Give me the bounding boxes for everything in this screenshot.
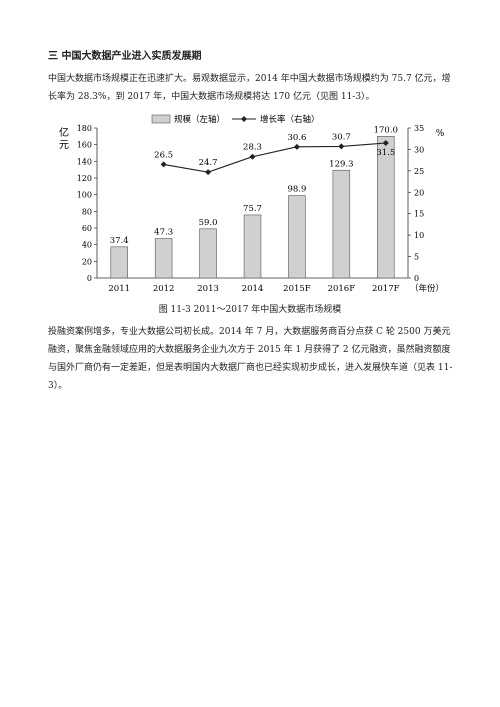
left-axis-label-char: 元 — [59, 140, 69, 151]
x-tick-label: 2017F — [372, 284, 400, 294]
bar-value-label: 98.9 — [287, 185, 306, 195]
market-size-chart: 0 20 40 60 80 100 120 140 160 180 0 5 10 15 20 25 30 35 亿元… — [59, 114, 445, 294]
left-tick-label: 100 — [77, 191, 92, 200]
right-tick-label: 25 — [414, 167, 424, 176]
left-tick-label: 0 — [87, 274, 92, 283]
x-tick-label: 2011 — [108, 284, 130, 294]
right-tick-label: 35 — [414, 124, 424, 133]
bar-value-label: 37.4 — [110, 236, 129, 246]
right-tick-label: 20 — [414, 188, 424, 197]
right-tick-label: 10 — [414, 231, 424, 240]
legend-line-label: 增长率（右轴） — [260, 114, 320, 125]
right-tick-label: 30 — [414, 145, 424, 154]
growth-rate-marker — [205, 169, 212, 176]
growth-rate-marker — [382, 140, 389, 146]
bar-2016F — [332, 169, 351, 279]
bar-2017F — [377, 136, 395, 279]
bar-2012 — [154, 238, 173, 279]
section-heading: 三 中国大数据产业进入实质发展期 — [48, 51, 202, 62]
left-tick-label: 60 — [82, 224, 92, 233]
growth-rate-label: 28.3 — [243, 143, 262, 153]
growth-rate-label: 30.7 — [332, 132, 351, 142]
x-tick-label: 2015F — [283, 284, 311, 294]
legend-bar-label: 规模（左轴） — [174, 114, 225, 125]
left-axis-label-char: 亿 — [59, 126, 69, 139]
bar-2015F — [288, 195, 306, 279]
growth-rate-marker — [160, 161, 167, 168]
left-tick-label: 20 — [82, 257, 92, 266]
growth-rate-label: 24.7 — [199, 158, 218, 168]
right-axis-label: % — [436, 129, 445, 139]
left-tick-label: 40 — [82, 241, 92, 250]
right-tick-label: 5 — [414, 253, 419, 262]
bar-2011 — [110, 246, 128, 279]
bar-value-label: 47.3 — [154, 228, 173, 238]
figure-caption: 图 11-3 2011～2017 年中国大数据市场规模 — [158, 305, 342, 315]
growth-rate-marker — [293, 143, 300, 150]
right-tick-label: 15 — [414, 210, 424, 219]
bar-value-label: 170.0 — [374, 125, 398, 135]
left-tick-label: 80 — [82, 207, 92, 216]
left-tick-label: 120 — [77, 174, 92, 183]
legend-bar-swatch — [151, 114, 171, 124]
growth-rate-marker — [249, 153, 256, 160]
bar-2013 — [199, 228, 217, 279]
growth-rate-label: 30.6 — [287, 133, 306, 143]
paragraph-financing: 投融资案例增多，专业大数据公司初长成。2014 年 7 月，大数据服务商百分点获… — [48, 327, 453, 391]
x-tick-label: 2013 — [197, 284, 219, 294]
x-tick-label: 2012 — [153, 284, 175, 294]
x-tick-label: 2014 — [242, 284, 264, 294]
bar-value-label: 129.3 — [329, 159, 353, 169]
bar-value-label: 75.7 — [243, 204, 262, 214]
growth-rate-label: 31.5 — [376, 148, 395, 158]
bar-2014 — [243, 214, 262, 279]
x-tick-label: 2016F — [328, 284, 356, 294]
bar-value-label: 59.0 — [199, 218, 218, 228]
right-tick-label: 0 — [414, 274, 419, 283]
x-axis-unit: （年份） — [410, 283, 444, 294]
left-tick-label: 180 — [77, 124, 92, 133]
growth-rate-line — [163, 142, 386, 173]
left-tick-label: 140 — [77, 157, 92, 166]
legend-line-marker — [241, 116, 247, 122]
growth-rate-label: 26.5 — [154, 150, 173, 160]
growth-rate-marker — [338, 143, 345, 150]
paragraph-market-size: 中国大数据市场规模正在迅速扩大。易观数据显示，2014 年中国大数据市场规模约为… — [48, 74, 451, 102]
left-tick-label: 160 — [77, 141, 92, 150]
